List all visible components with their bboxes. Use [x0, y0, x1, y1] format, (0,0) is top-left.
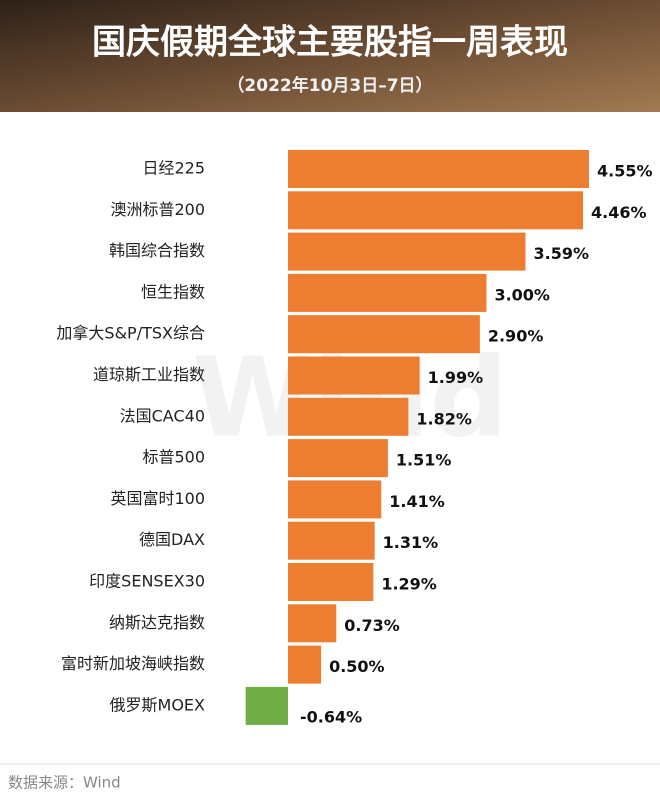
bar: [288, 645, 322, 684]
chart-title: 国庆假期全球主要股指一周表现: [92, 23, 568, 63]
bar: [245, 686, 288, 725]
value-label: 1.82%: [416, 409, 472, 428]
category-label: 德国DAX: [139, 530, 205, 549]
value-label: 3.59%: [533, 244, 589, 263]
category-label: 法国CAC40: [120, 406, 205, 425]
bar: [288, 521, 375, 560]
value-label: 1.41%: [389, 492, 445, 511]
value-label: 1.51%: [396, 451, 452, 470]
value-label: 4.55%: [597, 162, 653, 181]
value-label: 1.99%: [428, 368, 484, 387]
bar: [288, 315, 480, 354]
bar: [288, 480, 382, 519]
category-label: 俄罗斯MOEX: [110, 695, 206, 714]
source-note: 数据来源：Wind: [8, 774, 121, 792]
category-label: 加拿大S&P/TSX综合: [56, 324, 205, 343]
bar: [288, 191, 584, 230]
value-label: 0.50%: [329, 657, 385, 676]
value-label: 2.90%: [488, 327, 544, 346]
value-label: 1.29%: [381, 575, 437, 594]
header-background: [0, 0, 660, 112]
category-label: 澳洲标普200: [110, 200, 205, 219]
category-label: 标普500: [142, 448, 205, 467]
value-label: 0.73%: [344, 616, 400, 635]
chart-subtitle: （2022年10月3日–7日）: [227, 75, 432, 96]
category-label: 道琼斯工业指数: [93, 365, 205, 384]
bar: [288, 604, 337, 643]
category-label: 富时新加坡海峡指数: [61, 654, 205, 673]
bar: [288, 232, 526, 271]
bar: [288, 356, 420, 395]
category-label: 恒生指数: [141, 282, 205, 301]
bar: [288, 439, 388, 478]
category-label: 印度SENSEX30: [89, 572, 205, 591]
bar: [288, 150, 589, 188]
value-label: 4.46%: [591, 203, 647, 222]
bar: [288, 397, 409, 436]
bar: [288, 563, 374, 601]
bar: [288, 273, 487, 312]
category-label: 英国富时100: [110, 489, 205, 508]
category-label: 韩国综合指数: [109, 241, 205, 260]
value-label: 1.31%: [383, 533, 439, 552]
value-label: 3.00%: [494, 285, 550, 304]
value-label: -0.64%: [300, 707, 362, 726]
category-label: 日经225: [142, 159, 205, 178]
category-label: 纳斯达克指数: [109, 613, 205, 632]
